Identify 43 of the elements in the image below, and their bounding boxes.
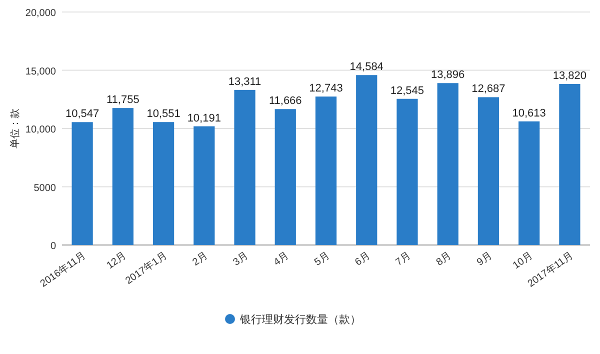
bar	[194, 126, 215, 245]
bar	[437, 83, 458, 245]
y-tick-label: 10,000	[25, 124, 56, 136]
y-axis-title: 单位：款	[9, 108, 21, 148]
bar	[234, 90, 256, 245]
x-tick-label: 6月	[353, 250, 372, 268]
x-tick-label: 10月	[511, 250, 535, 272]
data-label: 11,666	[268, 95, 302, 108]
data-label: 13,820	[552, 70, 587, 82]
x-tick-label: 3月	[231, 250, 250, 268]
bar	[152, 122, 174, 245]
data-label: 10,191	[187, 112, 221, 124]
bar	[112, 108, 134, 245]
y-tick-label: 15,000	[25, 66, 56, 78]
y-tick-label: 20,000	[25, 8, 56, 19]
data-label: 10,547	[65, 108, 100, 120]
y-tick-label: 5000	[34, 182, 56, 194]
x-tick-label: 5月	[312, 250, 332, 268]
data-label: 11,755	[106, 94, 140, 106]
bar	[356, 75, 378, 245]
data-label: 14,584	[350, 61, 384, 74]
data-label: 10,551	[146, 108, 180, 120]
x-tick-label: 9月	[475, 250, 494, 268]
bar	[274, 109, 296, 245]
data-label: 10,613	[512, 107, 546, 120]
bar	[315, 96, 337, 245]
data-label: 12,545	[390, 84, 424, 97]
bar	[396, 98, 418, 245]
x-tick-label: 8月	[434, 250, 454, 268]
bar	[518, 121, 540, 245]
y-tick-label: 0	[50, 241, 56, 252]
x-tick-label: 2月	[190, 250, 210, 268]
bar	[559, 84, 580, 245]
legend-label: 银行理财发行数量（款）	[239, 313, 361, 326]
x-tick-label: 7月	[394, 250, 413, 268]
data-label: 12,743	[309, 82, 343, 95]
bar	[478, 97, 500, 245]
data-label: 13,896	[431, 69, 465, 82]
bar	[72, 122, 93, 245]
data-label: 13,311	[228, 76, 262, 88]
x-tick-label: 12月	[105, 250, 129, 272]
x-tick-label: 4月	[272, 250, 292, 268]
data-label: 12,687	[472, 83, 506, 96]
